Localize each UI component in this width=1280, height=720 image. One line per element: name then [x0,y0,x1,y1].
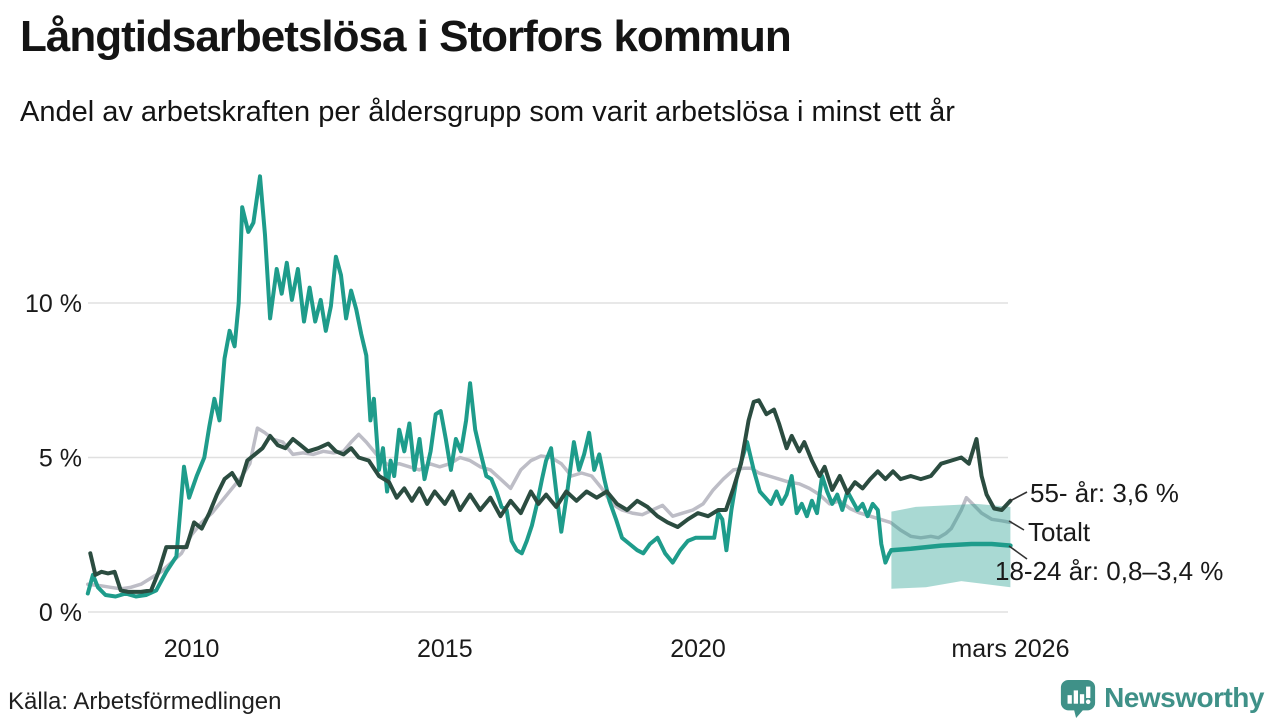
series-line-18-24-forecast [889,541,1013,553]
page-title: Långtidsarbetslösa i Storfors kommun [20,12,792,61]
y-axis-tick-label: 0 % [39,599,82,627]
series-line-55 [88,398,1013,594]
y-axis-tick-label: 5 % [39,445,82,473]
x-axis-tick-label: 2020 [670,635,726,663]
newsworthy-logo-icon [1060,679,1096,718]
series-label-18-24-ar: 18-24 år: 0,8–3,4 % [995,556,1224,586]
series-label-totalt: Totalt [1028,517,1091,547]
leader-totalt [1008,520,1025,531]
newsworthy-brand: Newsworthy [1059,678,1264,718]
y-axis-tick-label: 10 % [25,290,82,318]
leader-55 [1009,491,1028,502]
series-label-55-ar: 55- år: 3,6 % [1030,478,1179,508]
series-line-18-24 [85,174,894,599]
page-subtitle: Andel av arbetskraften per åldersgrupp s… [20,96,955,128]
x-axis-tick-label: 2015 [417,635,473,663]
x-axis-tick-label: mars 2026 [951,635,1069,663]
newsworthy-wordmark: Newsworthy [1104,682,1264,713]
x-axis-tick-label: 2010 [164,635,220,663]
source-note: Källa: Arbetsförmedlingen [8,688,282,715]
leader-18-24 [1008,545,1028,560]
